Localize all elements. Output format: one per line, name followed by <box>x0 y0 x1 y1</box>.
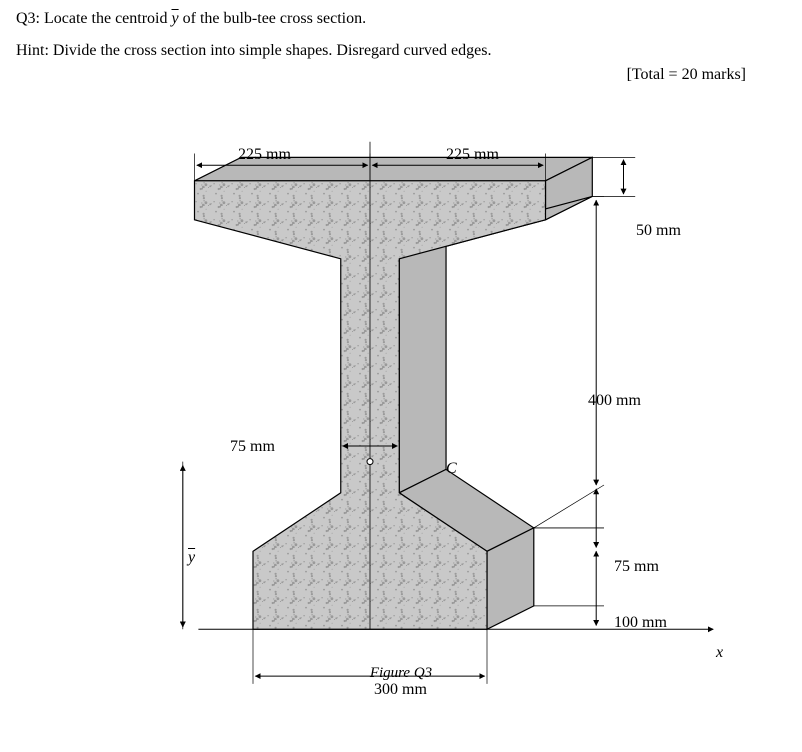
marks-text: [Total = 20 marks] <box>16 66 786 84</box>
dim-top-right: 225 mm <box>446 146 499 164</box>
dim-taper-h: 75 mm <box>614 558 659 576</box>
dim-top-left: 225 mm <box>238 146 291 164</box>
dim-web-height: 400 mm <box>588 392 641 410</box>
ybar-label: y <box>188 549 195 567</box>
bulb-tee-diagram <box>136 134 776 694</box>
question-ybar: y <box>172 10 179 27</box>
question-text: Q3: Locate the centroid y of the bulb-te… <box>16 10 786 28</box>
hint-text: Hint: Divide the cross section into simp… <box>16 42 786 60</box>
dim-base-h: 100 mm <box>614 614 667 632</box>
figure-caption: Figure Q3 <box>16 665 786 682</box>
dim-web-width: 75 mm <box>230 438 275 456</box>
dim-flange-thk: 50 mm <box>636 222 681 240</box>
centroid-label: C <box>446 460 457 478</box>
dim-base-w: 300 mm <box>374 681 427 699</box>
figure-container: 225 mm 225 mm 50 mm 400 mm 75 mm 75 mm 1… <box>16 114 786 694</box>
x-axis-label: x <box>716 644 723 662</box>
question-prefix: Q3: Locate the centroid <box>16 10 172 27</box>
question-suffix: of the bulb-tee cross section. <box>179 10 367 27</box>
